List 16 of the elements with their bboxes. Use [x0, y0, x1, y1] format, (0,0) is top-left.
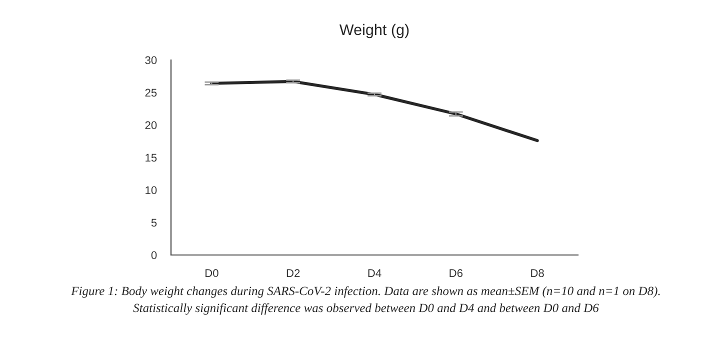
y-tick-label: 25 [145, 88, 157, 97]
y-tick-label: 15 [146, 154, 157, 162]
caption: Figure 1: Body weight changes during SARS-CoV-2 infection. Data are shown as mean±SEM (n=10 and n=1 on D8). [71, 286, 660, 298]
y-tick-label: 10 [146, 186, 157, 194]
chart-title: Weight (g) [339, 24, 409, 38]
y-tick-label: 30 [145, 56, 157, 64]
x-tick-label: D2 [286, 269, 300, 277]
line-series [210, 80, 539, 142]
y-tick-label: 20 [145, 121, 157, 130]
x-tick-label: D6 [450, 269, 463, 278]
text: Statistically significant difference was observed between D0 and D4 and between D0 and D6 [133, 303, 599, 315]
x-tick-label: D8 [531, 269, 544, 278]
x-tick-label: D0 [206, 269, 218, 278]
y-tick-label: 0 [151, 251, 157, 260]
x-tick-label: D4 [368, 269, 382, 277]
y-tick-label: 5 [151, 218, 157, 227]
